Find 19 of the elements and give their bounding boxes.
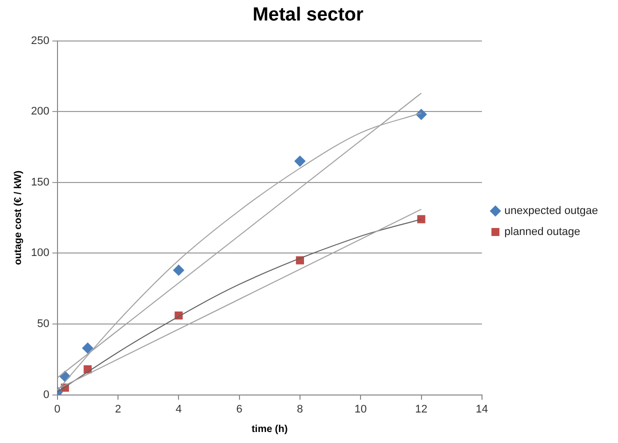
- legend-label: planned outage: [504, 226, 580, 238]
- y-axis-title: outage cost (€ / kW): [12, 170, 24, 266]
- x-tick-label: 4: [176, 403, 182, 416]
- x-tick-label: 2: [114, 403, 122, 416]
- x-tick-label: 0: [54, 403, 60, 416]
- legend-label: unexpected outgae: [504, 205, 598, 218]
- y-tick-label: 100: [30, 247, 50, 260]
- x-tick-label: 14: [476, 403, 488, 416]
- y-tick-label: 150: [30, 176, 50, 188]
- x-axis-title: time (h): [252, 424, 288, 435]
- x-tick-label: 8: [296, 403, 304, 416]
- y-tick-label: 200: [30, 106, 50, 118]
- x-tick-label: 6: [236, 403, 242, 416]
- y-tick-label: 250: [30, 34, 50, 47]
- y-tick-label: 0: [43, 388, 50, 401]
- chart-title: Metal sector: [252, 4, 364, 26]
- x-tick-label: 12: [415, 403, 428, 416]
- x-tick-label: 10: [354, 403, 367, 416]
- y-tick-label: 50: [37, 318, 50, 330]
